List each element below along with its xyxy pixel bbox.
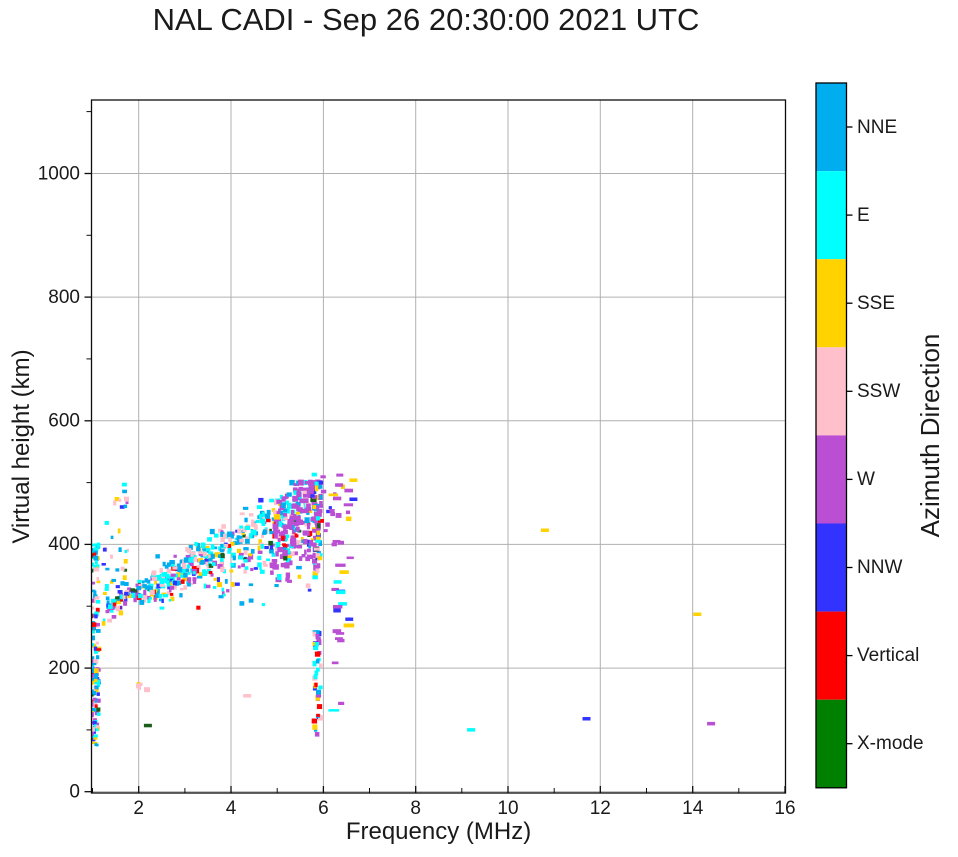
svg-text:12: 12 bbox=[590, 798, 611, 819]
svg-text:200: 200 bbox=[48, 658, 80, 679]
svg-text:E: E bbox=[857, 205, 870, 226]
svg-text:1000: 1000 bbox=[38, 163, 80, 184]
svg-text:NNE: NNE bbox=[857, 117, 897, 138]
svg-text:W: W bbox=[857, 469, 875, 490]
svg-text:14: 14 bbox=[682, 798, 704, 819]
svg-text:NNW: NNW bbox=[857, 557, 902, 578]
svg-text:600: 600 bbox=[48, 411, 80, 432]
svg-text:16: 16 bbox=[774, 798, 795, 819]
svg-text:8: 8 bbox=[410, 798, 421, 819]
svg-text:SSW: SSW bbox=[857, 381, 900, 402]
svg-text:SSE: SSE bbox=[857, 293, 895, 314]
svg-text:Vertical: Vertical bbox=[857, 645, 919, 666]
svg-text:0: 0 bbox=[69, 782, 80, 803]
svg-text:10: 10 bbox=[497, 798, 518, 819]
svg-text:400: 400 bbox=[48, 534, 80, 555]
svg-text:2: 2 bbox=[133, 798, 144, 819]
svg-text:800: 800 bbox=[48, 287, 80, 308]
svg-text:X-mode: X-mode bbox=[857, 733, 924, 754]
svg-text:6: 6 bbox=[318, 798, 329, 819]
svg-text:4: 4 bbox=[226, 798, 237, 819]
